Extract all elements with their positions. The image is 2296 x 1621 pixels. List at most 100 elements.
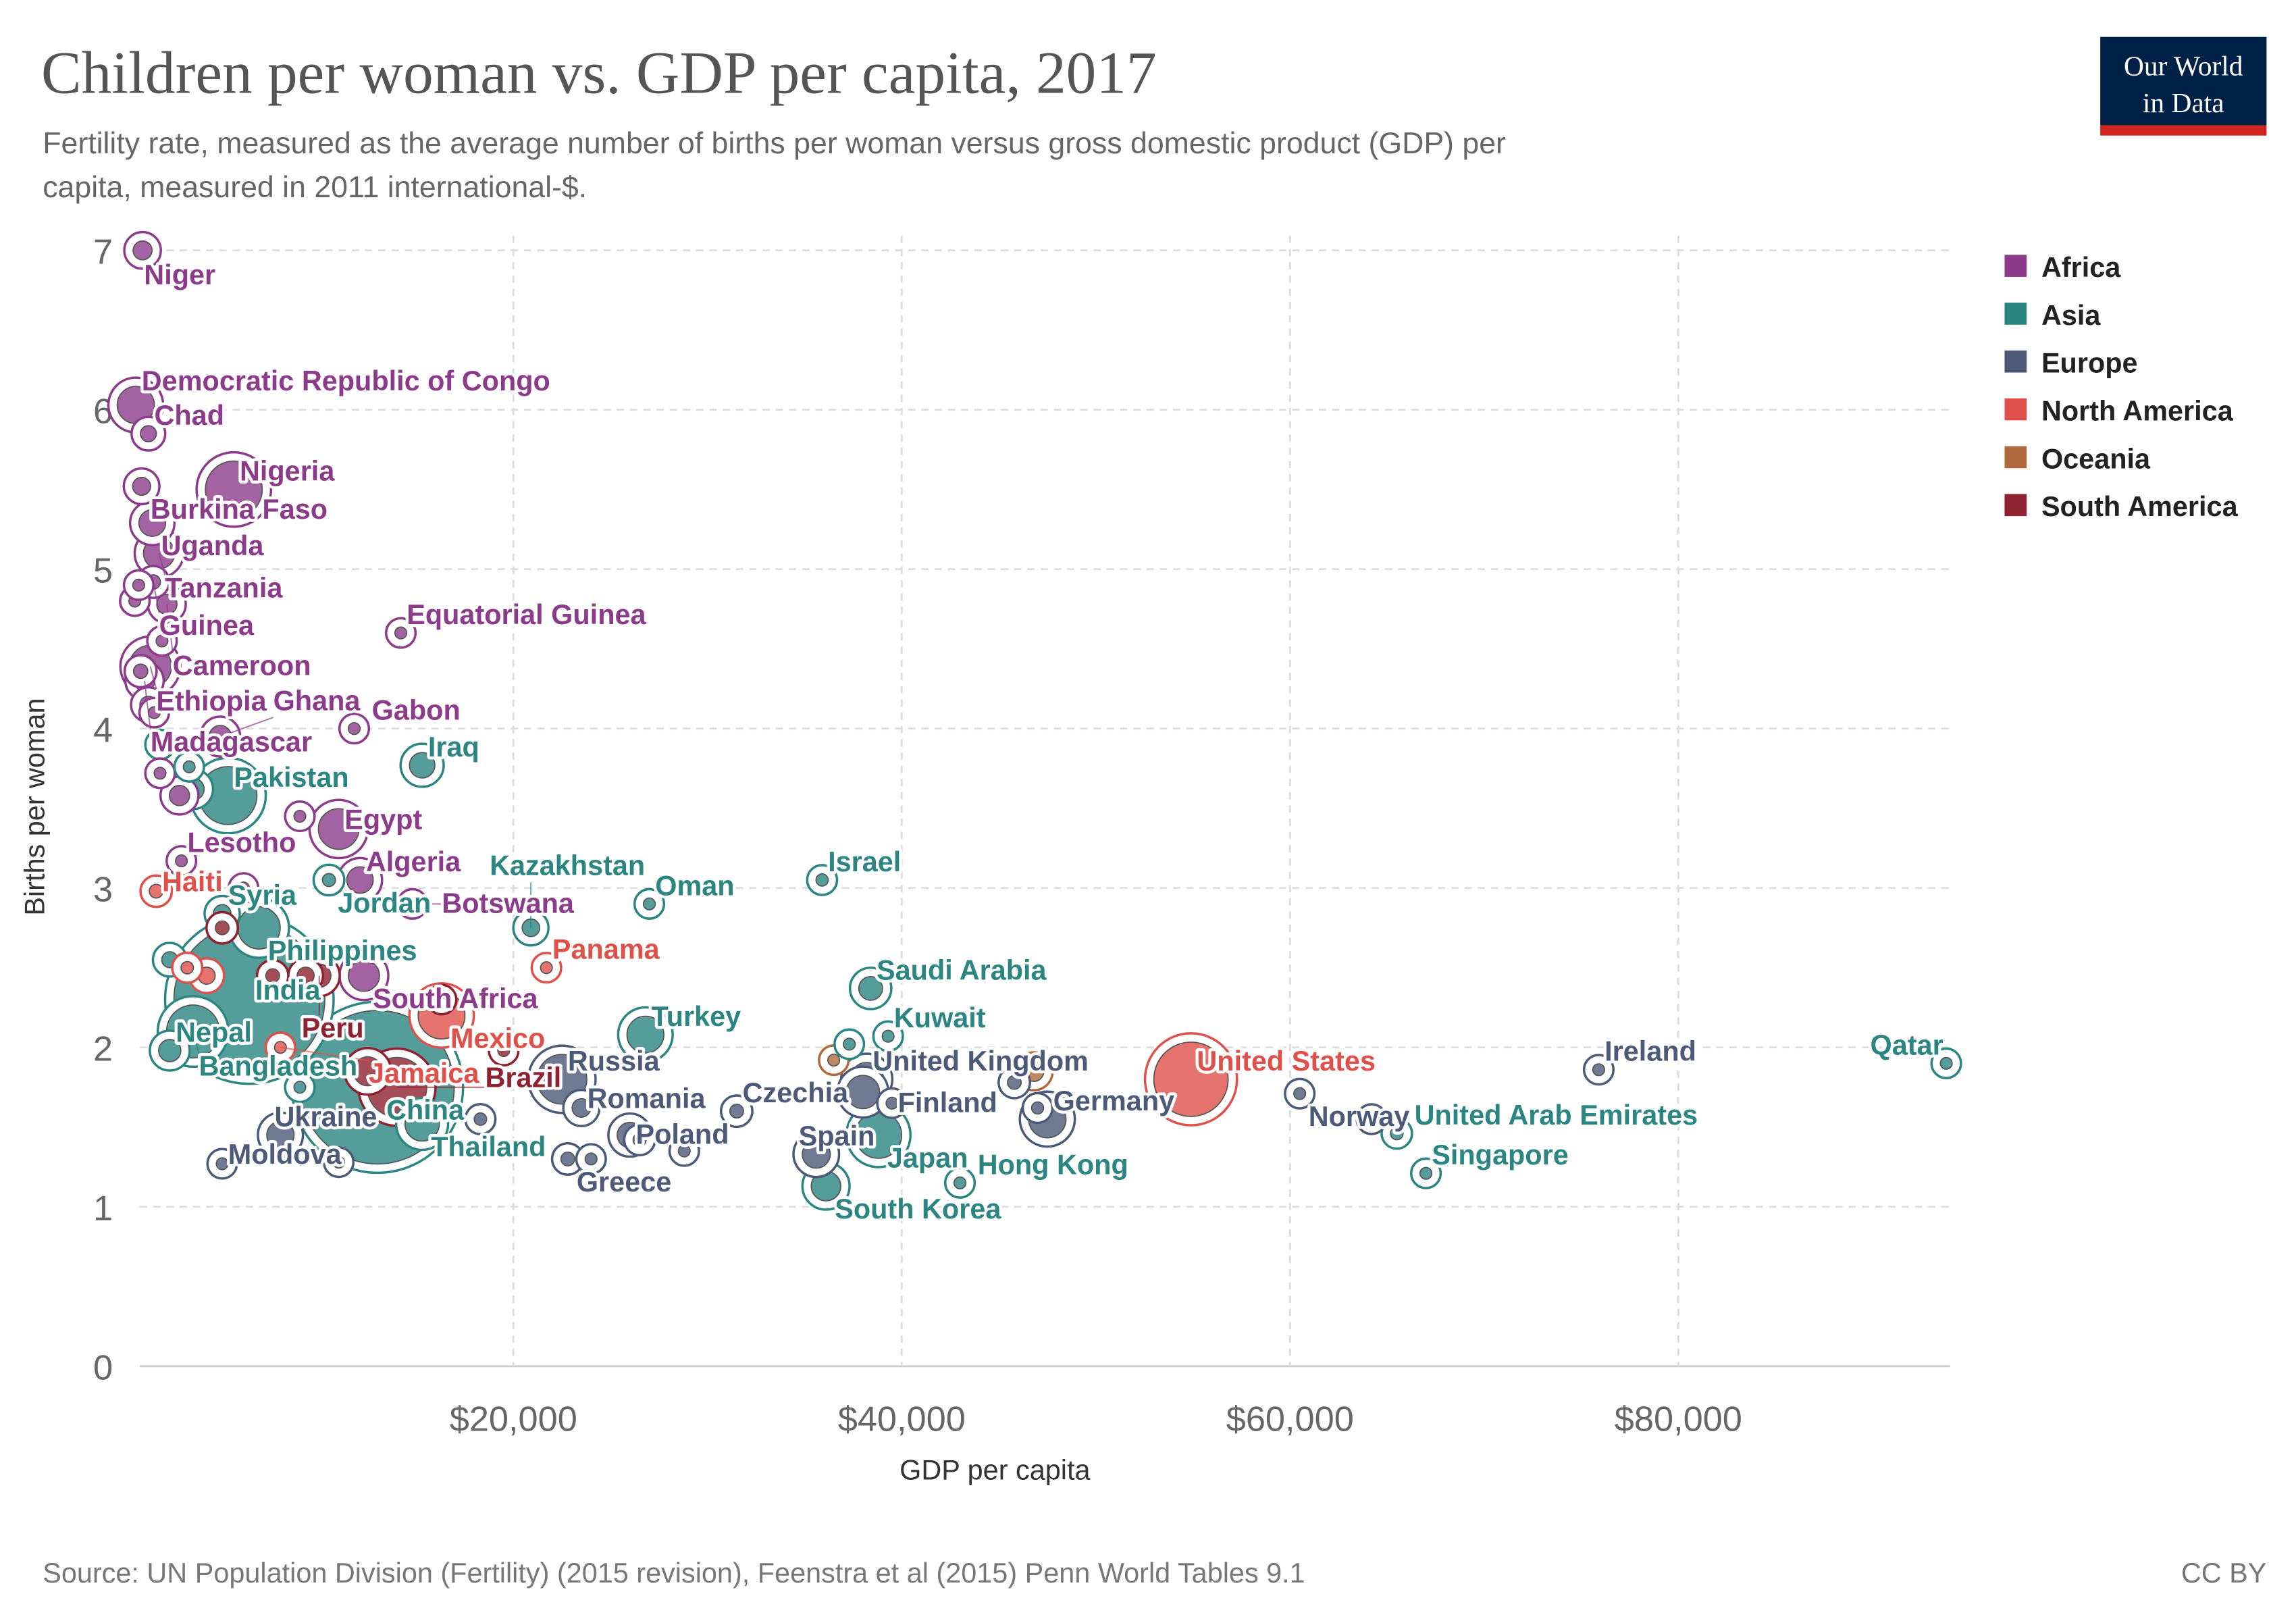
point-label: Guinea [159,610,255,641]
data-point-marker [560,1151,575,1166]
point-label: Botswana [442,887,575,919]
label-leader-line [158,552,166,576]
point-label: Spain [799,1121,875,1152]
data-point-marker [132,663,149,679]
x-tick-label: $20,000 [450,1400,577,1439]
data-point-marker [347,959,380,992]
data-point-marker [132,578,145,592]
data-point [171,951,204,984]
data-point-marker [409,752,436,779]
data-point [228,872,260,904]
data-point [139,874,174,908]
point-label: Peru [302,1012,364,1044]
data-point-marker [1293,1087,1307,1100]
legend-label: Asia [2041,300,2101,331]
data-point-marker [180,960,194,975]
data-point-marker [1153,1041,1229,1117]
data-point [848,967,893,1010]
data-point-marker [347,722,361,736]
point-label: Ukraine [275,1101,377,1132]
data-point [338,950,390,1002]
data-point [623,1123,656,1157]
data-point-marker [205,460,263,519]
data-point-marker [435,993,448,1006]
data-point-marker [858,976,883,1001]
y-tick-label: 2 [93,1029,113,1069]
y-tick-label: 0 [93,1348,113,1387]
data-point [195,451,273,528]
legend-item[interactable]: Oceania [2004,443,2151,474]
data-point-marker [584,1152,598,1166]
legend-item[interactable]: Asia [2004,300,2101,331]
point-label: South Korea [835,1193,1001,1225]
data-point [284,1071,316,1104]
data-point [308,798,369,860]
y-tick-label: 3 [93,870,113,909]
point-label: United Kingdom [872,1046,1089,1077]
data-point [633,887,666,920]
data-point-marker [215,1157,229,1170]
data-point-marker [140,425,157,442]
legend-swatch [2004,350,2027,373]
data-point-marker [153,738,167,751]
point-label: Poland [635,1119,729,1150]
x-axis-label: GDP per capita [899,1455,1091,1486]
label-leader-line [144,680,151,729]
point-label: Haiti [162,866,223,897]
data-point [384,617,417,649]
owid-logo[interactable]: Our World in Data [2100,36,2267,136]
point-label: Lesotho [187,827,296,858]
legend-label: Africa [2041,252,2121,283]
data-point-marker [132,240,153,261]
data-point [1410,1157,1442,1189]
data-point-marker [1592,1063,1606,1077]
point-label: Oman [655,870,734,901]
data-point-marker [473,1112,488,1126]
data-point-marker [827,1054,841,1067]
legend-swatch [2004,303,2027,325]
data-point-marker [265,968,280,983]
data-point [836,1065,890,1119]
data-point-marker [149,883,164,899]
logo-line1: Our World [2124,50,2243,81]
data-point [1021,1091,1054,1125]
legend-item[interactable]: North America [2004,395,2234,426]
point-label: Romania [588,1083,706,1114]
point-label: Thailand [431,1131,546,1162]
data-point [806,864,839,896]
data-point-marker [885,1096,899,1110]
license-link[interactable]: CC BY [2181,1558,2267,1589]
point-label: China [386,1095,465,1126]
y-tick-label: 4 [93,711,113,750]
data-point-marker [815,873,829,887]
data-point [464,1102,497,1135]
data-point [845,1102,912,1168]
data-point [146,625,178,657]
data-point [343,1046,392,1096]
label-leader-line [166,604,174,653]
point-label: Nepal [176,1017,252,1048]
point-label: Jordan [338,887,431,919]
data-point-marker [237,881,251,895]
legend-item[interactable]: Africa [2004,252,2121,283]
data-point [550,1142,585,1176]
data-point-marker [540,961,553,975]
data-point [284,800,316,833]
legend-item[interactable]: Europe [2004,348,2138,379]
legend-swatch [2004,494,2027,517]
point-label: Philippines [268,935,417,967]
point-label: Singapore [1432,1139,1568,1170]
point-label: Brazil [486,1062,562,1093]
point-label: United Arab Emirates [1415,1100,1698,1131]
label-leader-line [192,1031,200,1054]
chart-subtitle-line2: capita, measured in 2011 international-$… [43,171,587,204]
legend-item[interactable]: South America [2004,491,2239,522]
data-point [872,1020,904,1052]
source-note: Source: UN Population Division (Fertilit… [43,1558,1305,1589]
label-leader-line [280,1046,369,1062]
data-point [287,957,325,994]
y-tick-label: 1 [93,1189,113,1228]
data-point-marker [1390,1126,1404,1141]
data-point [1284,1077,1316,1110]
